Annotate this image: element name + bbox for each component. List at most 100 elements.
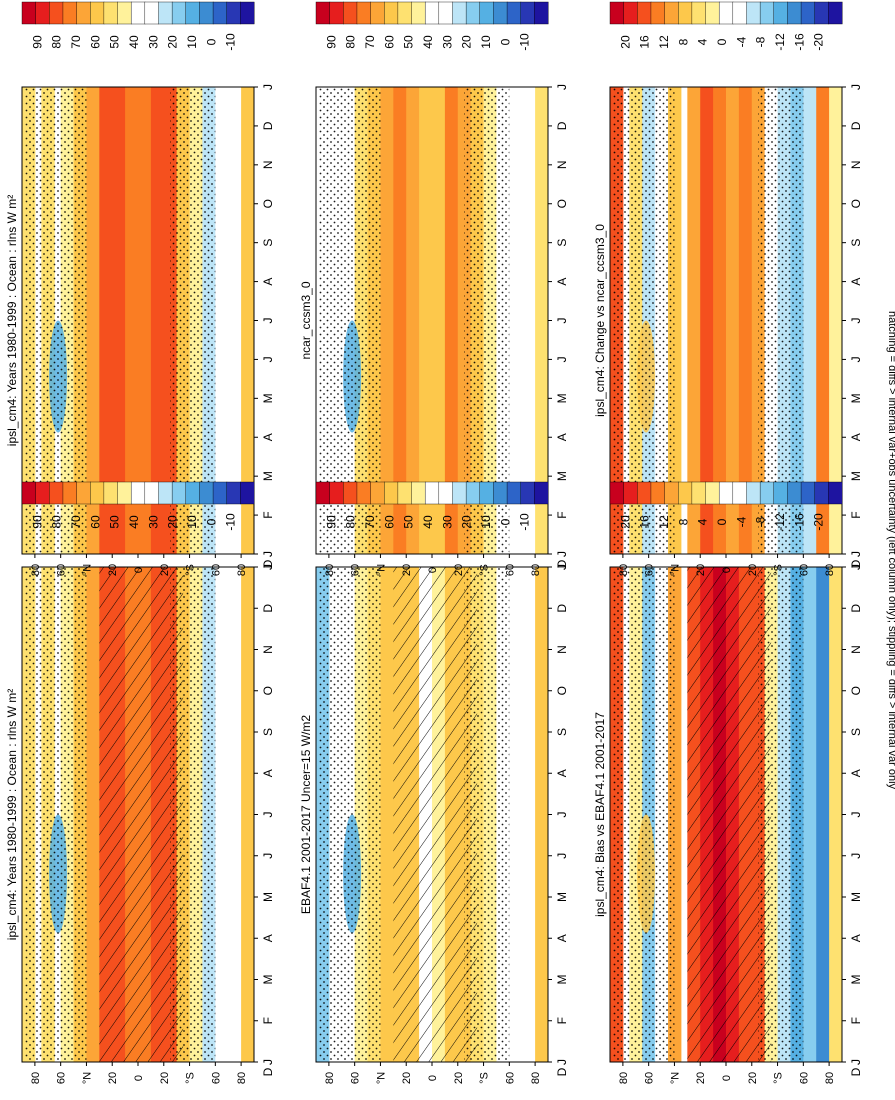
colorbar-label-0-10: -10 bbox=[224, 33, 238, 51]
colorbar-label-4-1: 16 bbox=[638, 35, 652, 49]
colorbar-swatch-0-7 bbox=[117, 1, 132, 25]
month-label-p21-2: M bbox=[555, 975, 569, 985]
title-p31: ipsl_cm4: Bias vs EBAF4.1 2001-2017 bbox=[593, 712, 607, 917]
colorbar-swatch-2-6 bbox=[397, 1, 413, 25]
lat-label-p11-4: 0 bbox=[133, 1075, 145, 1081]
colorbar-label-2-10: -10 bbox=[518, 33, 532, 51]
colorbar-swatch-1-13 bbox=[199, 481, 214, 505]
colorbar-swatch-5-9 bbox=[732, 481, 747, 505]
colorbar-swatch-3-7 bbox=[411, 481, 426, 505]
colorbar-swatch-0-9 bbox=[144, 1, 159, 25]
colorbar-swatch-3-10 bbox=[452, 481, 467, 505]
colorbar-swatch-0-1 bbox=[35, 1, 50, 25]
colorbar-2: 90 80 70 60 50 40 30 20 10 0 -10 bbox=[315, 1, 549, 51]
colorbar-label-3-7: 20 bbox=[460, 515, 474, 529]
lat-label-p11-7: 60 bbox=[210, 1072, 222, 1084]
lat-label-p21-0: 80 bbox=[324, 1072, 336, 1084]
colorbar-swatch-3-6 bbox=[397, 481, 413, 505]
lat-label-p11-1: 60 bbox=[56, 1072, 68, 1084]
month-label-p31-6: J bbox=[849, 812, 863, 818]
band-p32-16 bbox=[829, 87, 843, 554]
band-p11-16 bbox=[241, 567, 255, 1062]
lat-label-p32-6: °S bbox=[773, 564, 785, 576]
colorbar-swatch-2-5 bbox=[384, 1, 399, 25]
colorbar-swatch-3-14 bbox=[506, 481, 522, 505]
colorbar-swatch-2-4 bbox=[370, 1, 385, 25]
month-label-p21-12: J bbox=[555, 564, 569, 570]
colorbar-swatch-4-10 bbox=[746, 1, 761, 25]
colorbar-label-1-2: 70 bbox=[69, 515, 83, 529]
colorbar-swatch-5-5 bbox=[678, 481, 693, 505]
colorbar-swatch-3-3 bbox=[356, 481, 372, 505]
month-label-p22-9: O bbox=[555, 199, 569, 208]
stippling-n-p31 bbox=[612, 567, 675, 1062]
month-label-d-p22: D bbox=[555, 559, 569, 568]
lat-label-p11-5: 20 bbox=[159, 1072, 171, 1084]
colorbar-swatch-2-9 bbox=[438, 1, 453, 25]
month-label-p31-1: F bbox=[849, 1017, 863, 1024]
lat-label-p22-2: °N bbox=[375, 564, 387, 576]
lat-label-p32-3: 20 bbox=[695, 564, 707, 576]
colorbar-swatch-0-5 bbox=[90, 1, 105, 25]
colorbar-label-3-9: 0 bbox=[498, 518, 512, 525]
colorbar-swatch-2-16 bbox=[534, 1, 549, 25]
colorbar-swatch-5-15 bbox=[814, 481, 829, 505]
colorbar-swatch-0-8 bbox=[130, 1, 146, 25]
band-p12-6 bbox=[112, 87, 126, 554]
lat-label-p21-1: 60 bbox=[350, 1072, 362, 1084]
colorbar-swatch-1-15 bbox=[226, 481, 241, 505]
lat-label-p22-8: 80 bbox=[530, 564, 542, 576]
lat-label-p22-4: 0 bbox=[427, 567, 439, 573]
lat-label-p22-3: 20 bbox=[401, 564, 413, 576]
band-p31-15 bbox=[816, 567, 830, 1062]
lat-label-p12-6: °S bbox=[185, 564, 197, 576]
lat-label-p12-0: 80 bbox=[30, 564, 42, 576]
colorbar-swatch-4-12 bbox=[773, 1, 788, 25]
colorbar-swatch-1-7 bbox=[117, 481, 132, 505]
band-p12-14 bbox=[215, 87, 229, 554]
colorbar-swatch-3-11 bbox=[465, 481, 481, 505]
colorbar-label-4-3: 8 bbox=[676, 38, 690, 45]
colorbar-swatch-4-11 bbox=[759, 1, 775, 25]
colorbar-label-1-0: 90 bbox=[30, 515, 44, 529]
band-p32-15 bbox=[816, 87, 830, 554]
colorbar-label-4-10: -20 bbox=[812, 33, 826, 51]
month-label-p12-4: M bbox=[261, 393, 275, 403]
lat-label-p21-5: 20 bbox=[453, 1072, 465, 1084]
colorbar-label-5-9: -16 bbox=[792, 513, 806, 531]
band-p12-16 bbox=[241, 87, 255, 554]
colorbar-swatch-5-6 bbox=[691, 481, 707, 505]
band-p32-8 bbox=[726, 87, 740, 554]
colorbar-label-2-2: 70 bbox=[363, 35, 377, 49]
month-label-p31-10: N bbox=[849, 645, 863, 654]
colorbar-swatch-5-10 bbox=[746, 481, 761, 505]
band-p11-14 bbox=[215, 567, 229, 1062]
colorbar-label-2-5: 40 bbox=[421, 35, 435, 49]
colorbar-swatch-4-6 bbox=[691, 1, 707, 25]
colorbar-label-5-3: 8 bbox=[676, 518, 690, 525]
month-label-p31-11: D bbox=[849, 604, 863, 613]
month-label-d-p32: D bbox=[849, 559, 863, 568]
colorbar-5: 20 16 12 8 4 0 -4 -8 -12 -16 -20 bbox=[609, 481, 843, 531]
colorbar-swatch-1-11 bbox=[171, 481, 187, 505]
stippling-n-p22 bbox=[318, 87, 381, 554]
lat-label-p12-8: 80 bbox=[236, 564, 248, 576]
colorbar-swatch-2-7 bbox=[411, 1, 426, 25]
band-p21-16 bbox=[535, 567, 549, 1062]
lat-label-p32-8: 80 bbox=[824, 564, 836, 576]
colorbar-swatch-2-0 bbox=[315, 1, 331, 25]
colorbar-label-0-7: 20 bbox=[166, 35, 180, 49]
month-label-p11-11: D bbox=[261, 604, 275, 613]
colorbar-swatch-4-9 bbox=[732, 1, 747, 25]
colorbar-label-1-4: 50 bbox=[108, 515, 122, 529]
colorbar-swatch-5-14 bbox=[800, 481, 816, 505]
band-p21-4 bbox=[380, 567, 394, 1062]
month-label-p32-10: N bbox=[849, 160, 863, 169]
colorbar-swatch-5-16 bbox=[828, 481, 843, 505]
colorbar-swatch-1-0 bbox=[21, 481, 37, 505]
month-label-p11-4: M bbox=[261, 892, 275, 902]
colorbar-label-1-8: 10 bbox=[185, 515, 199, 529]
colorbar-label-3-0: 90 bbox=[324, 515, 338, 529]
colorbar-swatch-2-3 bbox=[356, 1, 372, 25]
